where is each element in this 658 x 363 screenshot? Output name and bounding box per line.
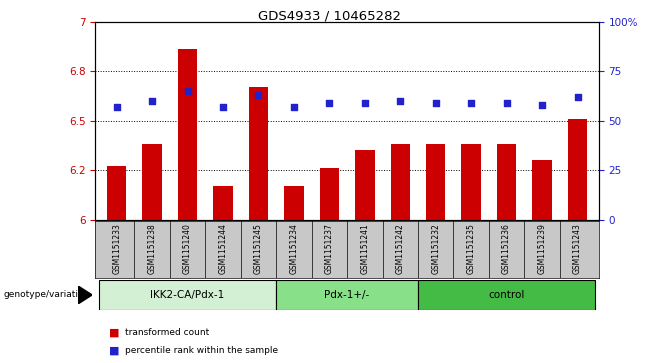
Point	[466, 100, 476, 106]
Text: IKK2-CA/Pdx-1: IKK2-CA/Pdx-1	[151, 290, 224, 300]
Bar	[284, 186, 304, 220]
Bar	[320, 168, 339, 220]
Point	[537, 102, 547, 108]
Text: GSM1151240: GSM1151240	[183, 223, 192, 274]
FancyBboxPatch shape	[99, 280, 276, 310]
Text: GDS4933 / 10465282: GDS4933 / 10465282	[257, 9, 401, 22]
Text: GSM1151232: GSM1151232	[431, 223, 440, 274]
Point	[359, 100, 370, 106]
Text: GSM1151241: GSM1151241	[361, 223, 369, 274]
Bar	[461, 144, 481, 220]
Text: GSM1151233: GSM1151233	[112, 223, 121, 274]
Text: GSM1151234: GSM1151234	[290, 223, 299, 274]
Polygon shape	[78, 286, 92, 304]
Point	[182, 88, 193, 94]
Bar	[426, 144, 445, 220]
FancyBboxPatch shape	[276, 280, 418, 310]
Text: GSM1151236: GSM1151236	[502, 223, 511, 274]
FancyBboxPatch shape	[418, 280, 595, 310]
Point	[253, 92, 264, 98]
Text: GSM1151238: GSM1151238	[147, 223, 157, 274]
Text: GSM1151244: GSM1151244	[218, 223, 228, 274]
Bar	[568, 119, 587, 220]
Point	[572, 94, 583, 100]
Text: ■: ■	[109, 327, 119, 337]
Bar	[532, 160, 552, 220]
Point	[430, 100, 441, 106]
Text: control: control	[488, 290, 525, 300]
Bar	[355, 150, 374, 220]
Point	[395, 98, 405, 104]
Bar	[107, 166, 126, 220]
Bar	[178, 49, 197, 220]
Bar	[213, 186, 233, 220]
Text: transformed count: transformed count	[125, 328, 209, 337]
Point	[324, 100, 335, 106]
Point	[289, 104, 299, 110]
Text: GSM1151239: GSM1151239	[538, 223, 547, 274]
Point	[147, 98, 157, 104]
Text: GSM1151243: GSM1151243	[573, 223, 582, 274]
Bar	[390, 144, 410, 220]
Text: genotype/variation: genotype/variation	[3, 290, 89, 299]
Text: Pdx-1+/-: Pdx-1+/-	[324, 290, 370, 300]
Bar	[497, 144, 517, 220]
Bar	[249, 87, 268, 220]
Bar	[142, 144, 162, 220]
Text: GSM1151237: GSM1151237	[325, 223, 334, 274]
Text: ■: ■	[109, 345, 119, 355]
Text: GSM1151235: GSM1151235	[467, 223, 476, 274]
Text: GSM1151245: GSM1151245	[254, 223, 263, 274]
Text: GSM1151242: GSM1151242	[395, 223, 405, 274]
Point	[501, 100, 512, 106]
Text: percentile rank within the sample: percentile rank within the sample	[125, 346, 278, 355]
Point	[111, 104, 122, 110]
Point	[218, 104, 228, 110]
